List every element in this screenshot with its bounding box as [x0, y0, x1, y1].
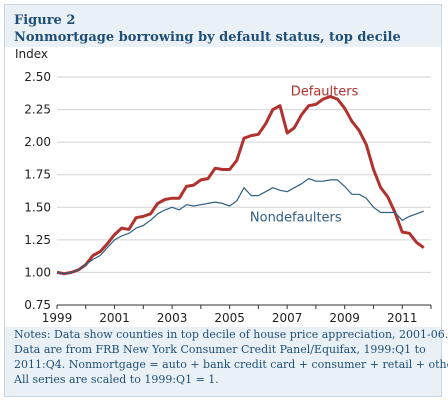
figure-title: Nonmortgage borrowing by default status,… — [14, 30, 401, 45]
plot-panel: Index 0.75 1.00 1.25 1.50 1.75 2.00 2.25 2.50 19… — [5, 47, 441, 327]
line-chart: Index 0.75 1.00 1.25 1.50 1.75 2.00 2.25 2.50 19… — [15, 47, 432, 325]
y-tick-label: 2.50 — [24, 70, 51, 84]
x-tick-label: 1999 — [42, 311, 73, 325]
y-axis-label: Index — [15, 47, 48, 61]
x-tick-label: 2007 — [272, 311, 303, 325]
x-tick-label: 2011 — [387, 311, 418, 325]
x-tick-label: 2001 — [99, 311, 130, 325]
series-line-defaulters — [56, 95, 425, 276]
y-tick-label: 0.75 — [24, 298, 51, 312]
y-tick-label: 2.00 — [24, 135, 51, 149]
x-tick-label: 2005 — [214, 311, 245, 325]
y-tick-label: 1.50 — [24, 200, 51, 214]
series-label: Nondefaulters — [250, 211, 342, 226]
figure-frame: Figure 2 Nonmortgage borrowing by defaul… — [4, 4, 448, 397]
y-tick-label: 1.00 — [24, 265, 51, 279]
series-line-nondefaulters — [56, 178, 425, 275]
series-label: Defaulters — [291, 84, 359, 99]
x-tick-label: 2003 — [157, 311, 188, 325]
notes-line: All series are scaled to 1999:Q1 = 1. — [14, 373, 219, 386]
figure-notes: Notes: Data show counties in top decile … — [14, 327, 448, 387]
y-tick-label: 1.75 — [24, 168, 51, 182]
notes-line: Data are from FRB New York Consumer Cred… — [14, 343, 426, 356]
y-tick-label: 1.25 — [24, 233, 51, 247]
notes-line: 2011:Q4. Nonmortgage = auto + bank credi… — [14, 358, 448, 371]
y-tick-label: 2.25 — [24, 103, 51, 117]
notes-line: Notes: Data show counties in top decile … — [14, 328, 448, 341]
figure-label: Figure 2 — [14, 13, 76, 28]
x-tick-label: 2009 — [329, 311, 360, 325]
